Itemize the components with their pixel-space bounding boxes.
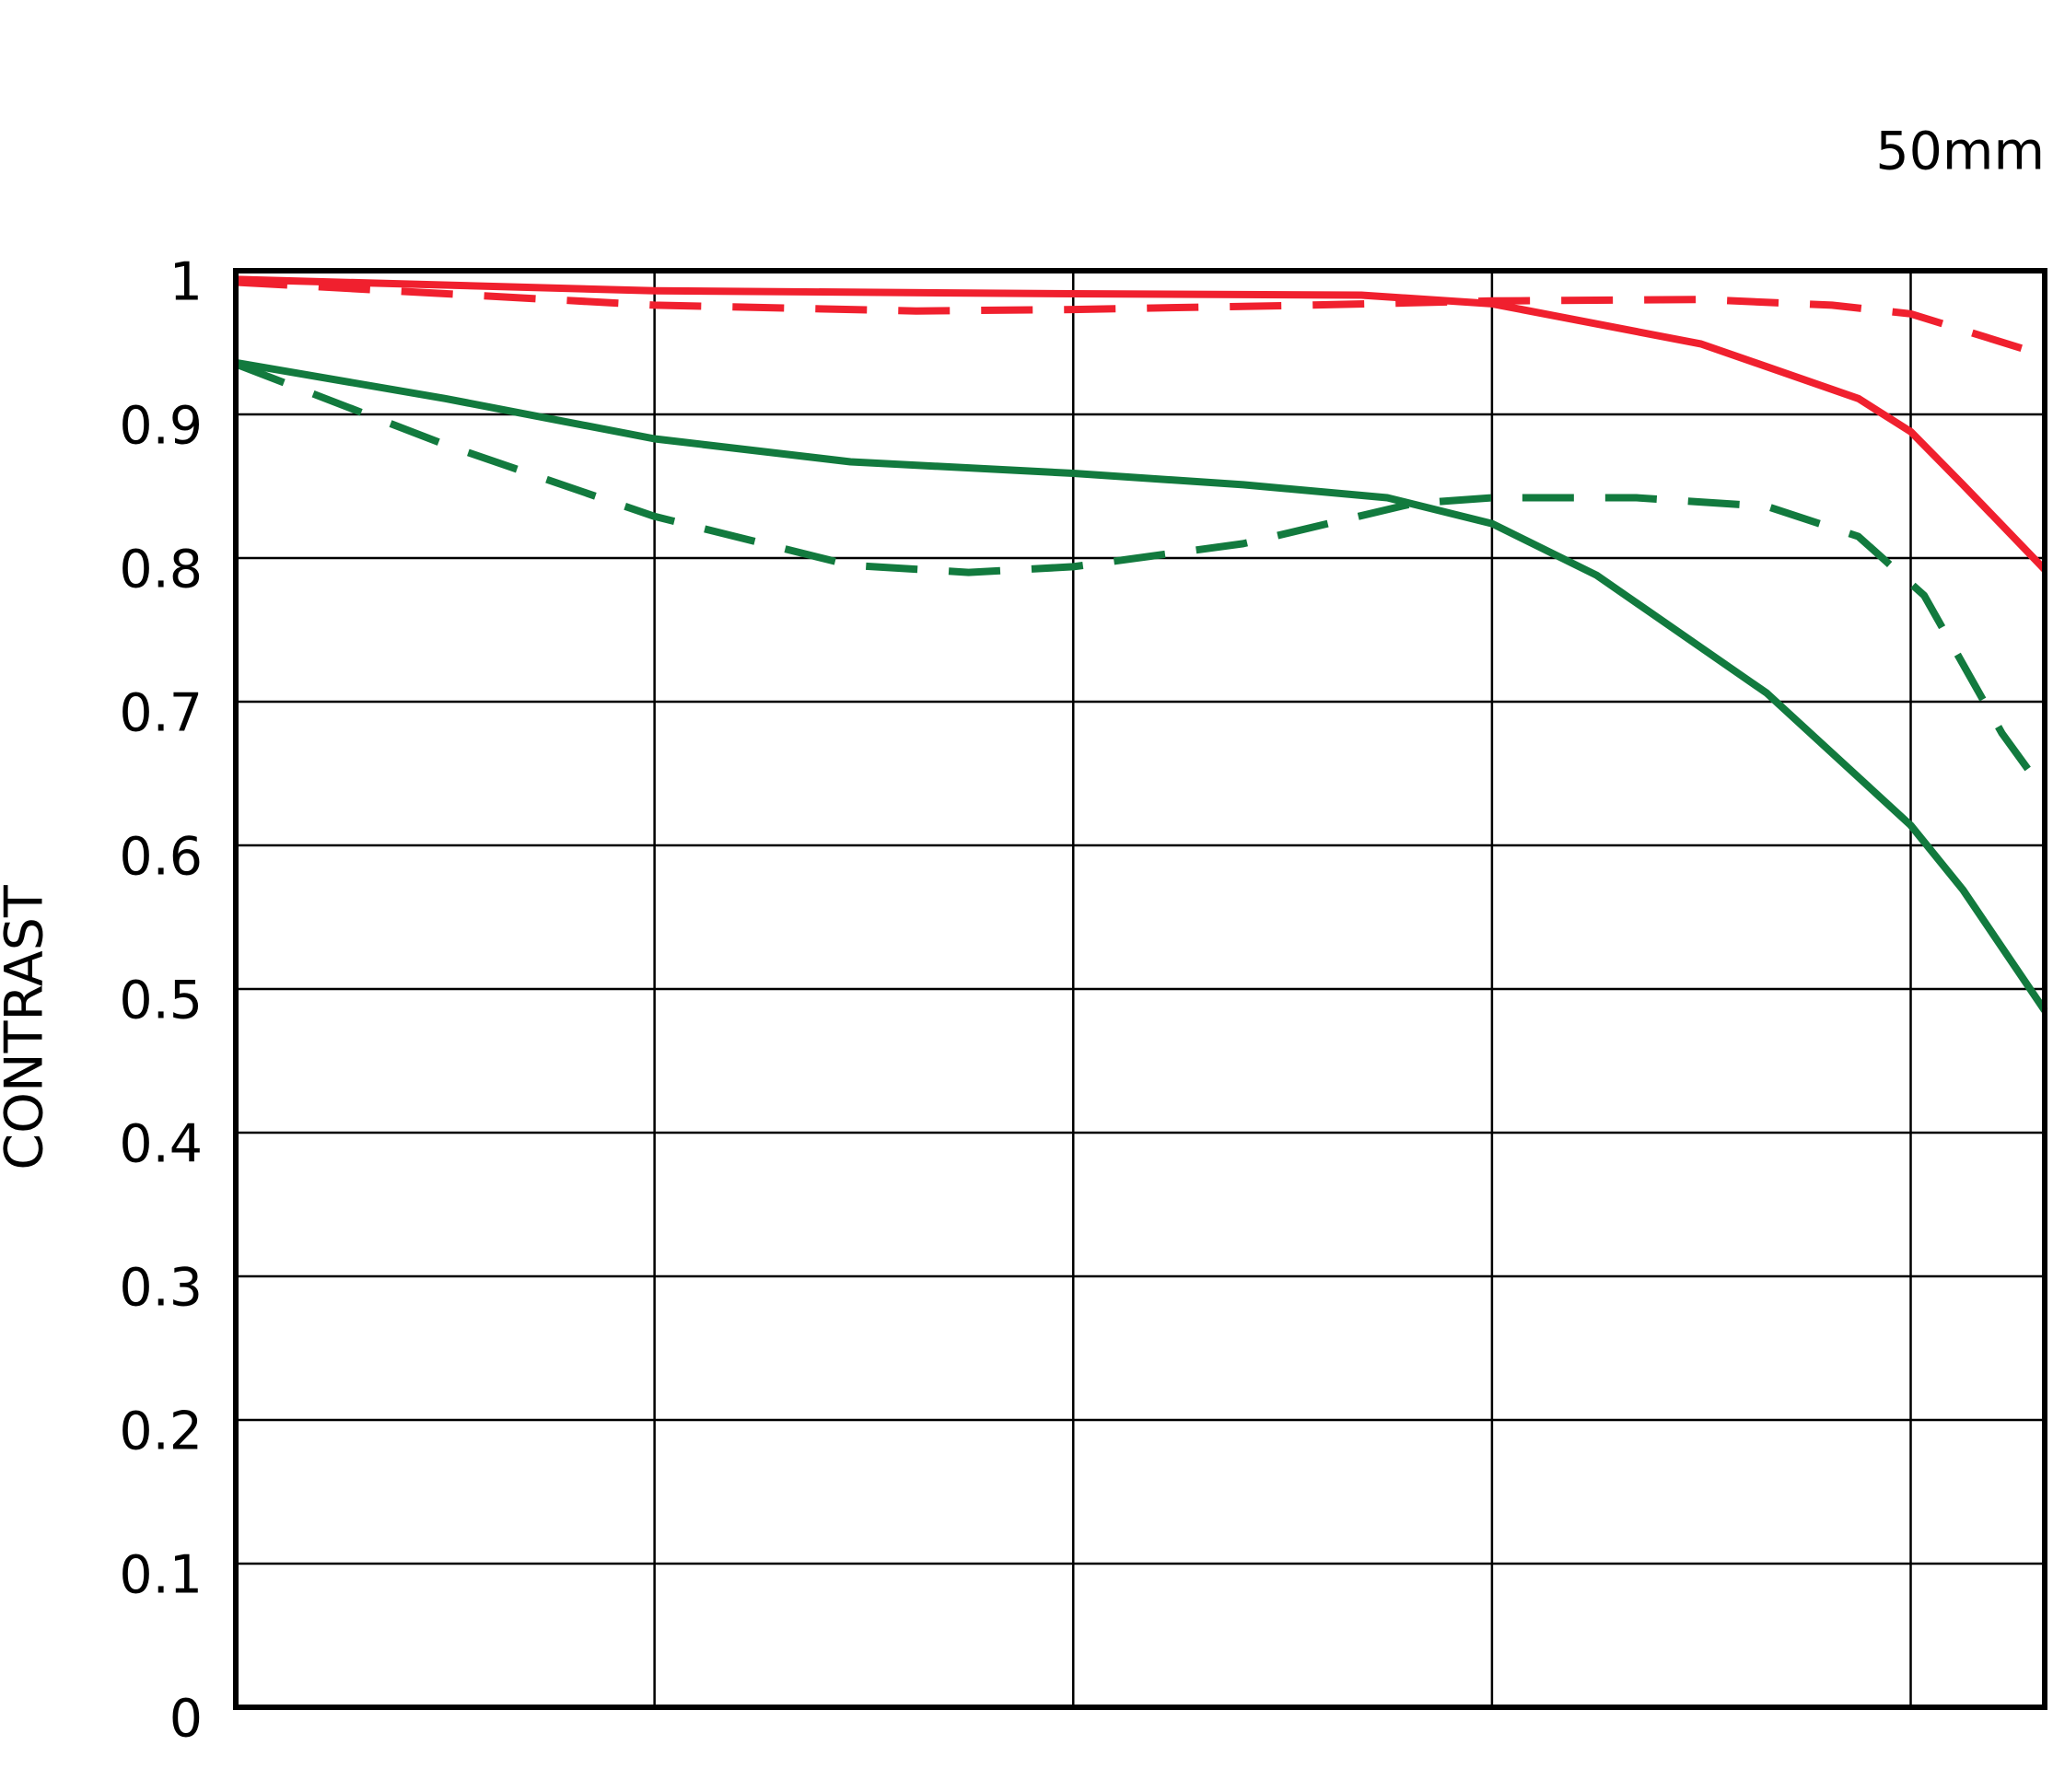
- y-tick-label: 0: [169, 1689, 203, 1750]
- solid-line: [235, 275, 2047, 573]
- y-axis-label: CONTRAST: [0, 885, 55, 1170]
- plot-frame: [233, 268, 2047, 1710]
- y-tick-label: 0.5: [119, 971, 203, 1031]
- dashed-line: [235, 278, 2047, 359]
- chart-title: 50mm: [1875, 122, 2045, 182]
- y-tick-label: 0.1: [119, 1545, 203, 1606]
- dashed-line: [234, 360, 2048, 795]
- y-tick-label: 0.3: [119, 1258, 203, 1319]
- y-tick-label: 0.2: [119, 1402, 203, 1462]
- y-tick-label: 0.8: [119, 540, 203, 600]
- y-tick-label: 1: [169, 252, 203, 313]
- y-tick-label: 0.9: [119, 396, 203, 457]
- y-tick-label: 0.4: [119, 1114, 203, 1175]
- y-tick-label: 0.6: [119, 827, 203, 888]
- y-tick-label: 0.7: [119, 683, 203, 744]
- solid-line: [235, 358, 2048, 1013]
